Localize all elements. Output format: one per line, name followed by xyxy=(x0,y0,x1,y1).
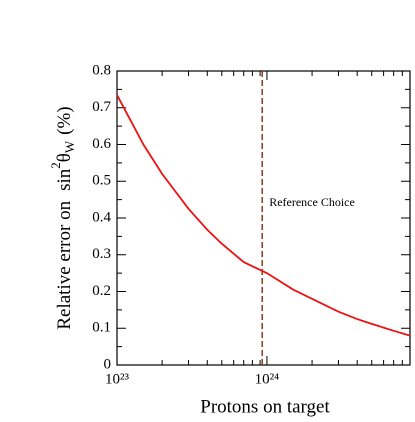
y-tick-label: 0.3 xyxy=(92,246,111,262)
y-tick-label: 0.7 xyxy=(92,99,111,115)
y-tick-label: 0 xyxy=(104,356,112,372)
x-tick-label: 10²³ xyxy=(105,371,129,387)
data-line xyxy=(116,94,411,337)
y-tick-label: 0.2 xyxy=(92,283,111,299)
annotation: Reference Choice xyxy=(269,195,355,209)
plot-frame xyxy=(116,70,411,366)
y-label-sub: W xyxy=(62,140,77,153)
y-tick-label: 0.8 xyxy=(92,62,111,78)
y-tick-label: 0.6 xyxy=(92,136,111,152)
y-tick-label: 0.1 xyxy=(92,320,111,336)
y-label-sym: θ xyxy=(54,153,75,162)
y-label-unit: (%) xyxy=(54,106,75,134)
x-tick-label: 10²⁴ xyxy=(255,371,280,387)
y-label-func: sin xyxy=(54,168,75,191)
y-label-sup: 2 xyxy=(48,162,63,169)
y-tick-label: 0.5 xyxy=(92,173,111,189)
y-axis-label: Relative error on sin2θW (%) xyxy=(48,106,77,329)
y-label-prefix: Relative error on xyxy=(54,200,75,329)
y-tick-label: 0.4 xyxy=(92,209,111,225)
x-axis-label: Protons on target xyxy=(200,396,330,417)
